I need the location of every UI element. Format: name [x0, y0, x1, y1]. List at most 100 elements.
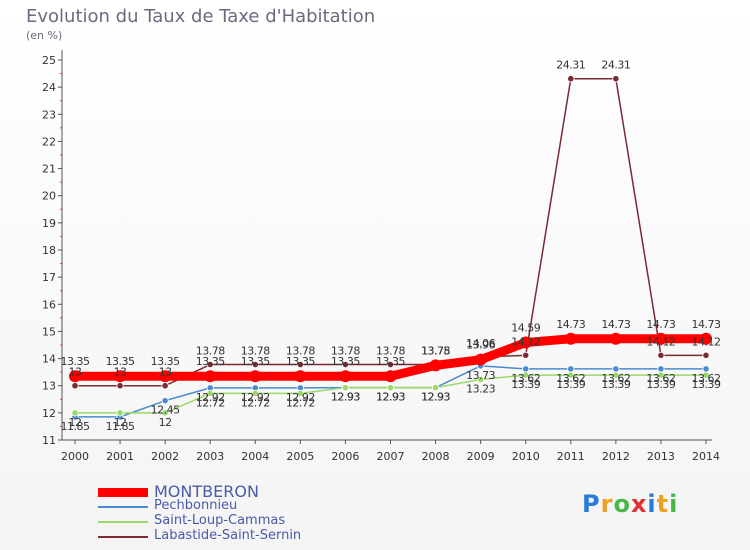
x-tick-label: 2002 [151, 450, 179, 463]
data-point [206, 360, 214, 369]
data-point [522, 371, 530, 379]
data-label: 12.93 [421, 391, 450, 404]
data-label: 13.35 [151, 355, 180, 368]
data-label: 12 [114, 416, 127, 429]
data-label: 14.12 [511, 335, 540, 348]
data-label: 13.78 [421, 345, 450, 358]
data-point [700, 332, 712, 345]
data-label: 14.59 [511, 322, 540, 335]
y-tick-label: 14 [42, 353, 56, 366]
data-label: 13.78 [376, 345, 405, 358]
logo-letter: t [656, 490, 670, 518]
legend-item: MONTBERON [98, 482, 398, 501]
data-point [341, 384, 350, 392]
data-label: 11.85 [106, 420, 135, 433]
x-tick-label: 2013 [647, 450, 675, 463]
data-label: 12.93 [421, 391, 450, 404]
data-label: 14.73 [556, 318, 585, 331]
data-point [69, 370, 81, 383]
x-tick-label: 2012 [602, 450, 630, 463]
data-point [384, 370, 397, 383]
data-point [567, 75, 575, 83]
data-point [71, 409, 79, 417]
data-point [339, 370, 352, 383]
data-point [296, 389, 304, 397]
data-label: 14.12 [692, 335, 721, 348]
legend-label: Pechbonnieu [154, 498, 238, 513]
data-point [71, 382, 79, 390]
data-label: 13.23 [466, 382, 495, 395]
data-label: 13.78 [241, 345, 270, 358]
data-point [386, 384, 395, 392]
proxiti-logo: Proxiti [582, 490, 678, 518]
data-label: 13.39 [692, 378, 721, 391]
y-tick-label: 16 [42, 298, 56, 311]
data-label: 14.12 [646, 335, 675, 348]
data-label: 13.35 [196, 355, 225, 368]
y-tick-label: 24 [42, 81, 56, 94]
data-label: 14.06 [466, 337, 495, 350]
data-point [477, 375, 485, 384]
y-tick-label: 11 [42, 434, 56, 447]
x-tick-label: 2000 [61, 450, 89, 463]
data-label: 13.73 [466, 369, 495, 382]
data-label: 12.45 [151, 404, 180, 417]
y-tick-label: 19 [42, 217, 56, 230]
data-point [296, 360, 304, 369]
data-point [294, 370, 307, 383]
data-label: 13.39 [646, 378, 675, 391]
logo-letter: i [647, 490, 657, 518]
data-point [609, 332, 622, 345]
data-point [474, 353, 487, 366]
data-label: 13.62 [601, 372, 630, 385]
data-point [161, 382, 169, 390]
data-label: 12.72 [196, 396, 225, 409]
legend-item: Labastide-Saint-Sernin [98, 528, 398, 544]
data-label: 13.35 [331, 355, 360, 368]
logo-letter: o [613, 490, 631, 518]
data-label: 24.31 [556, 59, 585, 72]
data-label: 12.93 [331, 391, 360, 404]
data-label: 13 [114, 366, 127, 379]
data-label: 14.73 [646, 318, 675, 331]
legend-swatch [98, 521, 148, 523]
data-label: 11.85 [61, 420, 90, 433]
data-label: 13.35 [286, 355, 315, 368]
data-point [429, 359, 442, 372]
data-label: 13.62 [511, 372, 540, 385]
y-tick-label: 23 [42, 108, 56, 121]
data-label: 13.75 [421, 344, 450, 357]
y-tick-label: 20 [42, 190, 56, 203]
x-tick-label: 2006 [331, 450, 359, 463]
x-tick-label: 2003 [196, 450, 224, 463]
data-label: 13.39 [511, 378, 540, 391]
x-tick-label: 2001 [106, 450, 134, 463]
data-point [341, 360, 350, 369]
data-label: 13.62 [692, 372, 721, 385]
legend-label: MONTBERON [154, 482, 259, 501]
legend-swatch [98, 536, 148, 538]
data-label: 13.39 [601, 378, 630, 391]
chart-subtitle: (en %) [26, 29, 63, 42]
data-label: 14.73 [601, 318, 630, 331]
data-labels: 13 13 13 13.78 13.78 13.78 13.78 13.78 13.78 14.0… [61, 59, 722, 433]
data-point [114, 370, 127, 383]
data-label: 13.62 [556, 372, 585, 385]
logo-letter: i [669, 490, 679, 518]
data-point [564, 332, 577, 345]
data-label: 12.72 [286, 396, 315, 409]
data-point [702, 351, 710, 359]
data-point [251, 360, 259, 369]
data-point [567, 371, 575, 379]
data-point [431, 384, 440, 392]
data-point [251, 389, 259, 397]
logo-letter: P [582, 490, 601, 518]
data-label: 13.78 [286, 345, 315, 358]
y-tick-label: 12 [42, 407, 56, 420]
data-point [702, 371, 710, 379]
data-point [116, 382, 124, 390]
x-tick-label: 2010 [512, 450, 540, 463]
series-saint-loup-cammas [71, 371, 710, 417]
chart-series [69, 75, 712, 421]
data-label: 12.92 [286, 391, 315, 404]
